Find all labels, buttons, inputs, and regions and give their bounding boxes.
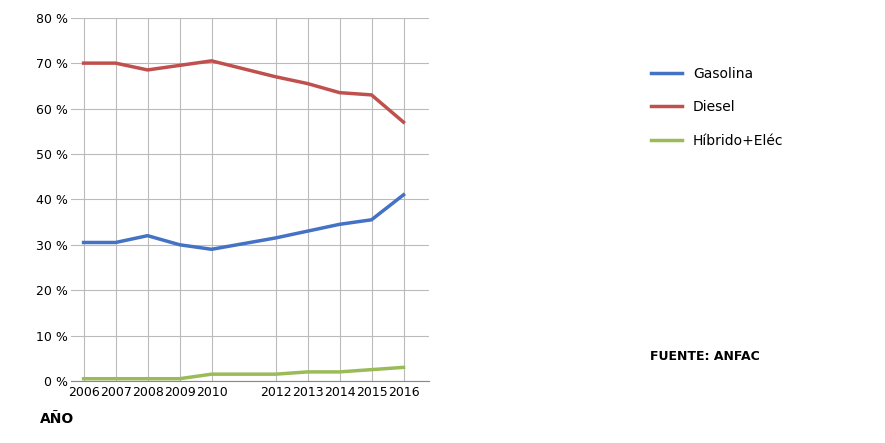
Híbrido+Eléc [142,376,153,381]
Gasolina [270,235,281,241]
Legend: Gasolina, Diesel, Híbrido+Eléc: Gasolina, Diesel, Híbrido+Eléc [644,60,790,155]
Diesel [142,67,153,73]
Line: Híbrido+Eléc: Híbrido+Eléc [83,367,404,379]
Híbrido+Eléc [366,367,377,372]
Diesel [270,74,281,79]
Gasolina [398,192,409,198]
Gasolina [335,222,345,227]
Line: Gasolina: Gasolina [83,195,404,249]
Gasolina [78,240,88,245]
Híbrido+Eléc [206,372,217,377]
Gasolina [303,229,313,234]
Híbrido+Eléc [174,376,185,381]
Diesel [174,63,185,68]
Line: Diesel: Diesel [83,61,404,122]
Gasolina [206,247,217,252]
Text: FUENTE: ANFAC: FUENTE: ANFAC [650,350,760,363]
Híbrido+Eléc [398,365,409,370]
Híbrido+Eléc [111,376,121,381]
Text: AÑO: AÑO [41,412,74,426]
Diesel [366,92,377,97]
Diesel [206,58,217,63]
Gasolina [174,242,185,247]
Gasolina [111,240,121,245]
Gasolina [366,217,377,222]
Diesel [78,61,88,66]
Híbrido+Eléc [335,369,345,375]
Diesel [111,61,121,66]
Gasolina [142,233,153,238]
Híbrido+Eléc [78,376,88,381]
Diesel [398,120,409,125]
Híbrido+Eléc [303,369,313,375]
Híbrido+Eléc [270,372,281,377]
Diesel [335,90,345,95]
Diesel [303,81,313,86]
